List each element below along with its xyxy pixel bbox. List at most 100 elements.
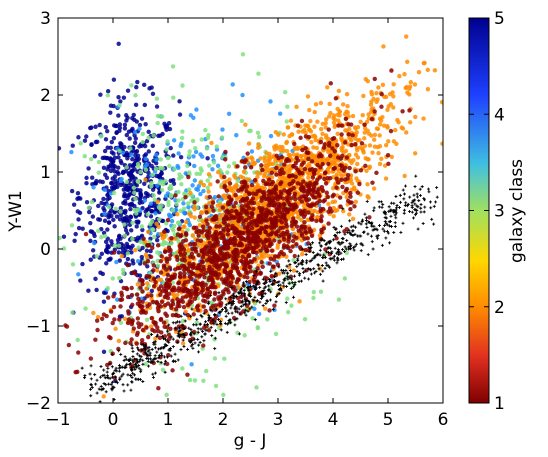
data-point — [198, 191, 203, 197]
star-point — [319, 244, 323, 248]
data-point — [222, 240, 227, 245]
data-point — [200, 288, 206, 293]
data-point — [154, 238, 160, 243]
star-point — [278, 283, 282, 287]
data-point — [369, 92, 375, 97]
data-point — [109, 180, 115, 186]
star-point — [351, 224, 355, 228]
data-point — [123, 201, 128, 206]
data-point — [187, 299, 192, 304]
data-point — [195, 291, 200, 297]
data-point — [69, 223, 75, 228]
data-point — [200, 260, 205, 265]
star-point — [165, 329, 169, 333]
data-point — [133, 93, 138, 98]
data-point — [69, 149, 74, 155]
data-point — [124, 187, 130, 192]
data-point — [311, 295, 316, 301]
star-point — [419, 203, 423, 207]
data-point — [251, 246, 257, 251]
data-point — [126, 311, 131, 316]
star-point — [83, 374, 87, 378]
data-point — [128, 206, 133, 212]
star-point — [301, 247, 305, 251]
star-point — [163, 337, 167, 341]
data-point — [247, 264, 252, 270]
data-point — [164, 361, 170, 367]
data-point — [164, 127, 169, 132]
data-point — [97, 217, 103, 222]
data-point — [158, 292, 163, 297]
star-point — [109, 382, 113, 386]
data-point — [285, 229, 290, 234]
star-point — [361, 230, 365, 234]
star-point — [90, 385, 94, 389]
data-point — [207, 245, 212, 250]
data-point — [298, 227, 304, 232]
data-point — [165, 295, 171, 301]
data-point — [326, 161, 331, 167]
data-point — [284, 224, 290, 229]
data-point — [221, 392, 226, 398]
data-point — [235, 178, 240, 184]
data-point — [192, 296, 198, 302]
data-point — [121, 285, 126, 291]
data-point — [213, 230, 219, 235]
data-point — [104, 261, 109, 266]
data-point — [261, 178, 266, 184]
data-point — [257, 205, 262, 211]
data-point — [343, 116, 349, 122]
data-point — [172, 236, 178, 241]
star-point — [326, 250, 330, 254]
data-point — [218, 317, 224, 323]
data-point — [108, 309, 114, 314]
star-point — [435, 195, 439, 199]
data-point — [190, 233, 196, 238]
data-point — [236, 212, 241, 217]
star-point — [181, 324, 185, 328]
data-point — [319, 184, 325, 190]
data-point — [102, 155, 107, 160]
data-point — [400, 126, 406, 131]
data-point — [208, 258, 213, 264]
data-point — [327, 114, 332, 119]
data-point — [176, 151, 181, 156]
data-point — [172, 166, 177, 172]
data-point — [339, 163, 345, 168]
data-point — [121, 169, 126, 175]
star-point — [129, 374, 133, 378]
data-point — [300, 147, 305, 153]
star-point — [243, 292, 247, 296]
star-point — [269, 290, 273, 294]
data-point — [125, 156, 130, 161]
data-point — [268, 256, 273, 262]
star-point — [300, 262, 304, 266]
data-point — [216, 194, 221, 199]
data-point — [161, 320, 167, 325]
data-point — [213, 236, 219, 241]
data-point — [366, 131, 372, 136]
data-point — [183, 309, 188, 314]
data-point — [193, 241, 198, 247]
data-point — [108, 335, 113, 341]
star-point — [288, 276, 292, 280]
star-point — [381, 227, 385, 231]
data-point — [169, 305, 174, 311]
data-point — [404, 130, 409, 135]
data-point — [240, 175, 246, 180]
star-point — [138, 354, 142, 358]
data-point — [105, 89, 111, 94]
data-point — [167, 163, 172, 169]
data-point — [130, 270, 136, 275]
data-point — [105, 362, 110, 368]
data-point — [342, 177, 348, 182]
data-point — [154, 301, 160, 306]
star-point — [177, 332, 181, 336]
data-point — [111, 151, 116, 156]
data-point — [252, 257, 257, 262]
data-point — [134, 219, 139, 225]
data-point — [258, 171, 263, 176]
data-point — [140, 327, 146, 333]
data-point — [263, 237, 268, 243]
data-point — [275, 262, 281, 268]
